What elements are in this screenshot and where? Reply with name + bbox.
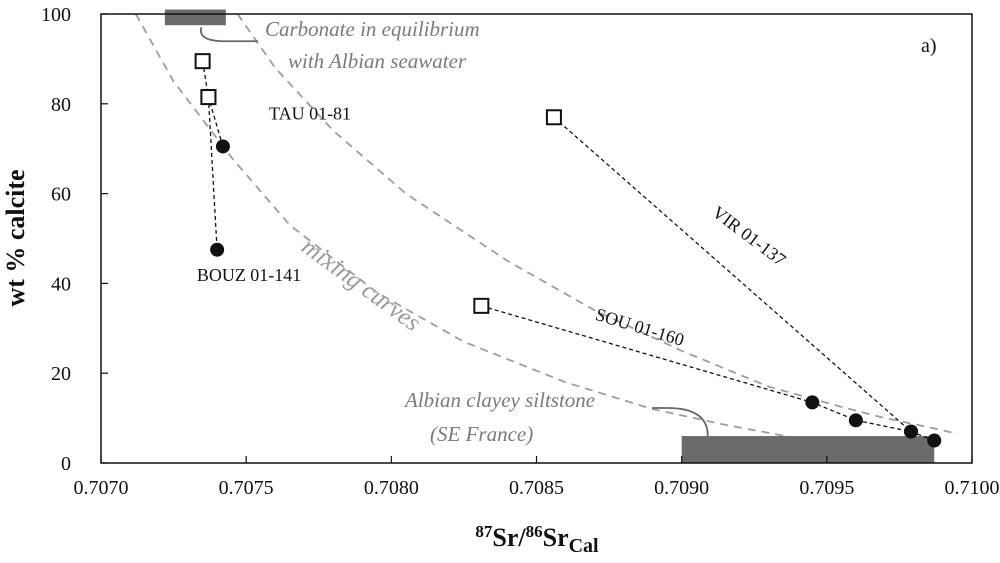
siltstone-endmember-label-line2: (SE France)	[430, 422, 533, 446]
x-tick-label: 0.7095	[799, 477, 854, 499]
series-line-bouz-01-141	[207, 97, 218, 250]
x-title-sr: Sr	[543, 523, 569, 552]
mixing-curve-2	[236, 14, 958, 435]
siltstone-endmember-label-line1: Albian clayey siltstone	[403, 388, 595, 412]
x-axis-ticks: 0.7070 0.7075 0.7080 0.7085 0.7090 0.7095 0.71…	[74, 456, 1000, 499]
series-label-sou-01-160: SOU 01-160	[593, 304, 686, 350]
marker-open-square-vir-01-137	[545, 109, 562, 126]
panel-label: a)	[921, 35, 937, 57]
marker-filled-circle-tau-01-81	[215, 139, 230, 154]
marker-open-square-tau-01-81	[194, 53, 211, 70]
siltstone-leader-line	[652, 407, 709, 437]
x-tick-label: 0.7080	[364, 477, 419, 499]
mixing-curves-label: mixing curves	[296, 233, 425, 337]
y-axis-ticks: 0 20 40 60 80 100	[41, 4, 108, 475]
seawater-leader-line	[199, 26, 258, 43]
marker-open-square-bouz-01-141	[200, 89, 217, 106]
x-title-sup-87: 87	[475, 522, 493, 541]
data-markers	[194, 53, 942, 448]
y-tick-label: 20	[51, 363, 71, 385]
endmember-boxes	[164, 9, 935, 463]
y-tick-label: 60	[51, 184, 71, 206]
series-label-vir-01-137: VIR 01-137	[709, 202, 790, 270]
series-line-vir-01-137	[553, 116, 912, 433]
marker-filled-circle-bouz-01-141	[210, 242, 225, 257]
y-tick-label: 100	[41, 4, 71, 26]
series-label-bouz-01-141: BOUZ 01-141	[197, 265, 302, 285]
series-label-tau-01-81: TAU 01-81	[269, 104, 351, 124]
marker-open-square-sou-01-160	[473, 297, 490, 314]
y-tick-label: 0	[61, 453, 71, 475]
annotation-leaders	[199, 26, 709, 437]
seawater-endmember-label-line1: Carbonate in equilibrium	[265, 17, 480, 41]
marker-filled-circle-sou-01-160	[927, 433, 942, 448]
series-labels: TAU 01-81 BOUZ 01-141 VIR 01-137 SOU 01-160	[197, 104, 790, 350]
series-line-sou-01-160	[481, 305, 935, 442]
x-tick-label: 0.7075	[219, 477, 274, 499]
x-tick-label: 0.7085	[509, 477, 564, 499]
x-tick-label: 0.7100	[945, 477, 1000, 499]
marker-filled-circle-sou-01-160	[904, 424, 919, 439]
x-title-sub-cal: Cal	[569, 535, 599, 557]
x-tick-label: 0.7090	[654, 477, 709, 499]
marker-filled-circle-sou-01-160	[805, 395, 820, 410]
seawater-endmember-box	[164, 9, 226, 26]
x-tick-label: 0.7070	[74, 477, 129, 499]
marker-filled-circle-sou-01-160	[848, 413, 863, 428]
y-tick-label: 80	[51, 94, 71, 116]
seawater-endmember-label-line2: with Albian seawater	[288, 49, 467, 73]
x-title-sup-86: 86	[526, 522, 543, 541]
x-title-sr-slash: Sr/	[492, 523, 526, 552]
x-axis-title: 87Sr/86SrCal	[475, 522, 599, 557]
siltstone-endmember-box	[681, 436, 935, 463]
y-axis-title: wt % calcite	[1, 169, 30, 306]
y-tick-label: 40	[51, 273, 71, 295]
